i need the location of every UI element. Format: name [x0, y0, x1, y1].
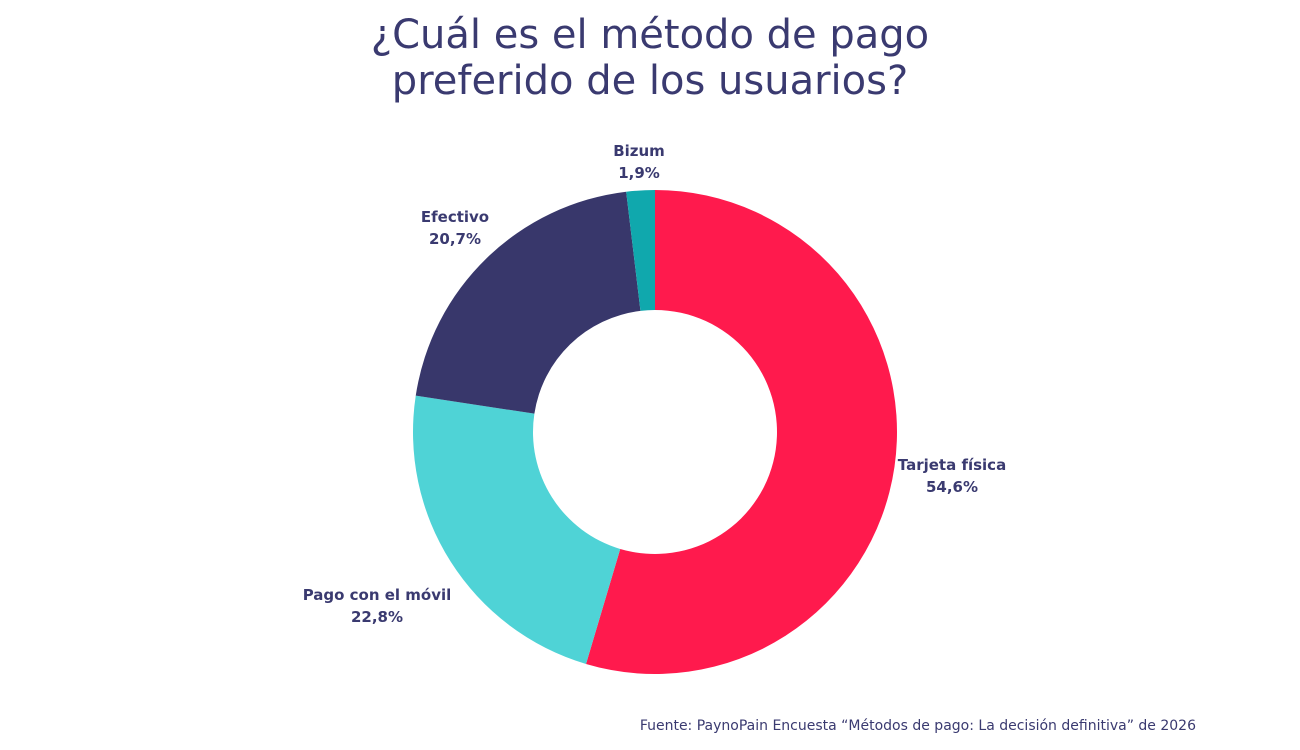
slice-name-label: Bizum	[613, 142, 665, 160]
slice-value-label: 54,6%	[926, 478, 978, 496]
slice-pago-con-el-móvil	[413, 395, 621, 664]
donut-slices	[413, 190, 897, 674]
slice-bizum	[626, 190, 655, 311]
chart-title-line-1: ¿Cuál es el método de pago	[370, 12, 930, 58]
slice-value-label: 1,9%	[618, 164, 660, 182]
slice-tarjeta-física	[586, 190, 897, 674]
chart-title-line-2: preferido de los usuarios?	[391, 58, 909, 104]
slice-value-label: 20,7%	[429, 230, 481, 248]
donut-labels: Tarjeta física 54,6% Pago con el móvil 22,8…	[303, 142, 1007, 626]
slice-efectivo	[415, 191, 641, 414]
slice-name-label: Efectivo	[421, 208, 489, 226]
chart-title: ¿Cuál es el método de pago preferido de …	[0, 12, 1300, 104]
source-note: Fuente: PaynoPain Encuesta “Métodos de p…	[639, 718, 1196, 734]
slice-name-label: Pago con el móvil	[303, 586, 452, 604]
slice-value-label: 22,8%	[351, 608, 403, 626]
slice-name-label: Tarjeta física	[898, 456, 1006, 474]
